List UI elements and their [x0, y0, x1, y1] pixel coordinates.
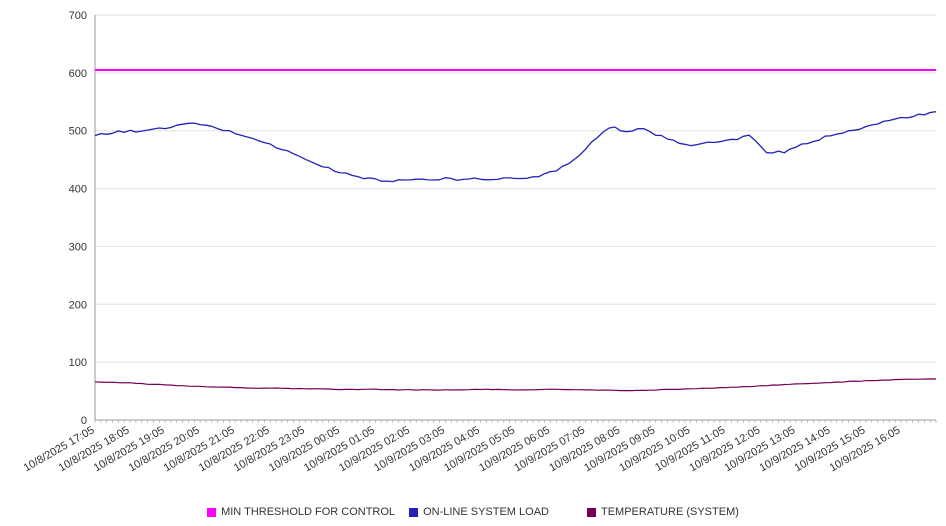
legend-swatch-system-load	[409, 507, 419, 517]
legend-label-min-threshold: MIN THRESHOLD FOR CONTROL	[221, 506, 396, 518]
legend-item-system-load[interactable]: ON-LINE SYSTEM LOAD	[409, 506, 549, 518]
svg-text:500: 500	[69, 126, 87, 138]
svg-text:200: 200	[69, 299, 87, 311]
legend-item-min-threshold[interactable]: MIN THRESHOLD FOR CONTROL	[207, 506, 395, 518]
legend-swatch-temperature	[586, 507, 596, 517]
svg-text:400: 400	[69, 184, 87, 196]
svg-text:100: 100	[69, 357, 87, 369]
svg-text:700: 700	[69, 10, 87, 22]
svg-text:0: 0	[81, 415, 87, 427]
legend-label-temperature: TEMPERATURE (SYSTEM)	[600, 506, 739, 518]
legend-label-system-load: ON-LINE SYSTEM LOAD	[423, 506, 549, 518]
legend-swatch-min-threshold	[207, 507, 217, 517]
chart-legend: MIN THRESHOLD FOR CONTROL ON-LINE SYSTEM…	[0, 506, 946, 518]
svg-text:300: 300	[69, 241, 87, 253]
legend-item-temperature[interactable]: TEMPERATURE (SYSTEM)	[586, 506, 739, 518]
svg-text:600: 600	[69, 68, 87, 80]
